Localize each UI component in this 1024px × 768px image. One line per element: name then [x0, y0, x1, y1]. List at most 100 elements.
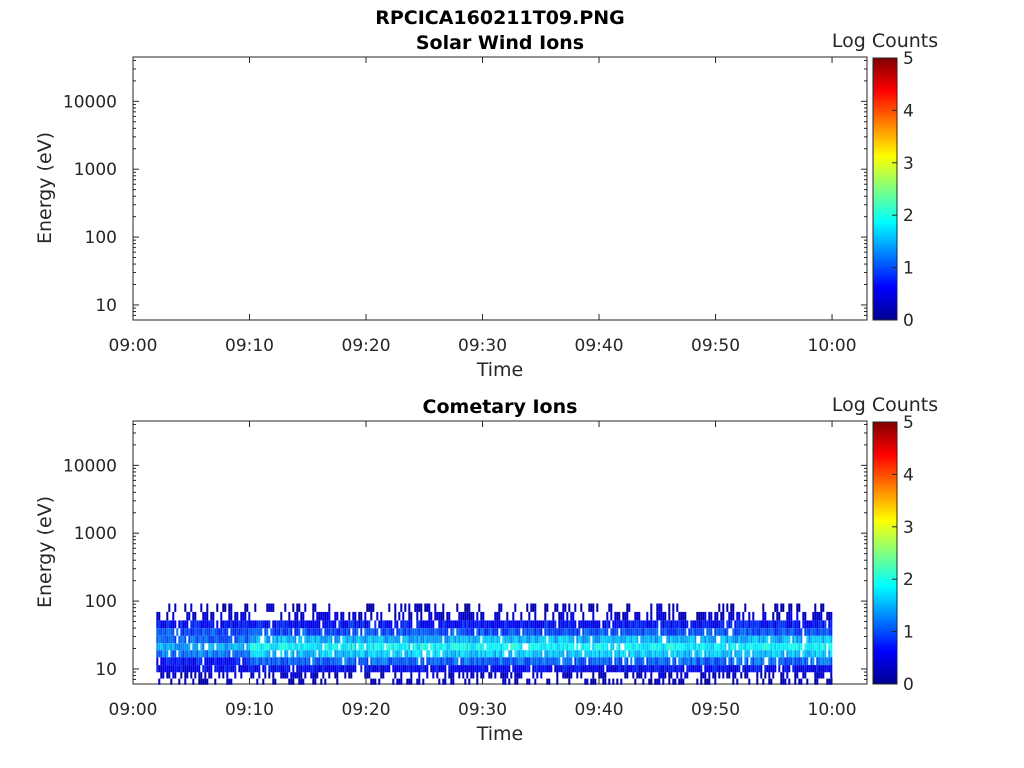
heatmap-cell — [422, 657, 425, 666]
heatmap-cell — [348, 657, 351, 666]
heatmap-cell — [380, 665, 383, 673]
heatmap-cell — [210, 665, 213, 673]
heatmap-cell — [466, 643, 469, 651]
heatmap-cell — [808, 665, 811, 673]
heatmap-cell — [662, 643, 665, 651]
heatmap-cell — [522, 650, 525, 658]
heatmap-cell — [486, 643, 489, 651]
colorbar-tick-label: 5 — [903, 49, 914, 69]
heatmap-cell — [764, 665, 767, 673]
heatmap-cell — [312, 672, 315, 679]
heatmap-cell — [472, 650, 475, 658]
heatmap-cell — [334, 628, 337, 636]
heatmap-cell — [554, 657, 557, 666]
heatmap-cell — [622, 628, 625, 636]
heatmap-cell — [664, 672, 667, 679]
heatmap-cell — [342, 665, 345, 673]
heatmap-cell — [678, 620, 681, 629]
heatmap-cell — [758, 643, 761, 651]
heatmap-cell — [810, 650, 813, 658]
heatmap-cell — [460, 635, 463, 644]
heatmap-cell — [482, 672, 485, 679]
heatmap-cell — [672, 665, 675, 673]
heatmap-cell — [312, 650, 315, 658]
heatmap-cell — [206, 650, 209, 658]
heatmap-cell — [260, 620, 263, 629]
heatmap-cell — [748, 635, 751, 644]
heatmap-cell — [476, 672, 479, 679]
heatmap-cell — [824, 665, 827, 673]
heatmap-cell — [716, 643, 719, 651]
heatmap-cell — [664, 657, 667, 666]
heatmap-cell — [542, 665, 545, 673]
heatmap-cell — [618, 650, 621, 658]
heatmap-cell — [364, 650, 367, 658]
heatmap-cell — [376, 628, 379, 636]
heatmap-cell — [352, 611, 355, 621]
heatmap-cell — [198, 657, 201, 666]
heatmap-cell — [254, 620, 257, 629]
heatmap-cell — [352, 635, 355, 644]
heatmap-cell — [632, 665, 635, 673]
heatmap-cell — [488, 620, 491, 629]
heatmap-cell — [274, 620, 277, 629]
heatmap-cell — [194, 635, 197, 644]
heatmap-cell — [626, 620, 629, 629]
heatmap-cell — [476, 643, 479, 651]
heatmap-cell — [354, 611, 357, 621]
heatmap-cell — [372, 650, 375, 658]
heatmap-cell — [600, 650, 603, 658]
heatmap-cell — [266, 628, 269, 636]
heatmap-cell — [634, 611, 637, 621]
heatmap-cell — [668, 678, 671, 685]
heatmap-cell — [166, 657, 169, 666]
heatmap-cell — [396, 678, 399, 685]
heatmap-cell — [316, 643, 319, 651]
heatmap-cell — [162, 672, 165, 679]
heatmap-cell — [314, 665, 317, 673]
heatmap-cell — [488, 643, 491, 651]
heatmap-cell — [384, 665, 387, 673]
heatmap-cell — [762, 650, 765, 658]
heatmap-cell — [580, 650, 583, 658]
heatmap-cell — [628, 665, 631, 673]
heatmap-cell — [342, 628, 345, 636]
heatmap-cell — [518, 643, 521, 651]
heatmap-cell — [458, 635, 461, 644]
heatmap-cell — [364, 657, 367, 666]
heatmap-cell — [298, 672, 301, 679]
heatmap-cell — [670, 628, 673, 636]
heatmap-cell — [752, 643, 755, 651]
heatmap-cell — [268, 665, 271, 673]
heatmap-cell — [320, 635, 323, 644]
heatmap-cell — [582, 635, 585, 644]
heatmap-cell — [184, 650, 187, 658]
heatmap-cell — [468, 665, 471, 673]
heatmap-cell — [494, 657, 497, 666]
heatmap-cell — [800, 678, 803, 685]
heatmap-cell — [818, 620, 821, 629]
heatmap-cell — [460, 643, 463, 651]
heatmap-cell — [432, 635, 435, 644]
heatmap-cell — [788, 611, 791, 621]
heatmap-cell — [462, 650, 465, 658]
heatmap-cell — [364, 635, 367, 644]
heatmap-cell — [196, 635, 199, 644]
heatmap-cell — [602, 657, 605, 666]
heatmap-cell — [740, 628, 743, 636]
heatmap-cell — [452, 635, 455, 644]
heatmap-cell — [470, 650, 473, 658]
heatmap-cell — [764, 650, 767, 658]
heatmap-cell — [386, 620, 389, 629]
heatmap-cell — [238, 650, 241, 658]
heatmap-cell — [820, 635, 823, 644]
heatmap-cell — [326, 628, 329, 636]
heatmap-cell — [496, 665, 499, 673]
heatmap-cell — [774, 643, 777, 651]
heatmap-cell — [710, 620, 713, 629]
heatmap-cell — [450, 635, 453, 644]
heatmap-cell — [298, 628, 301, 636]
heatmap-cell — [188, 650, 191, 658]
heatmap-cell — [512, 643, 515, 651]
heatmap-cell — [394, 650, 397, 658]
